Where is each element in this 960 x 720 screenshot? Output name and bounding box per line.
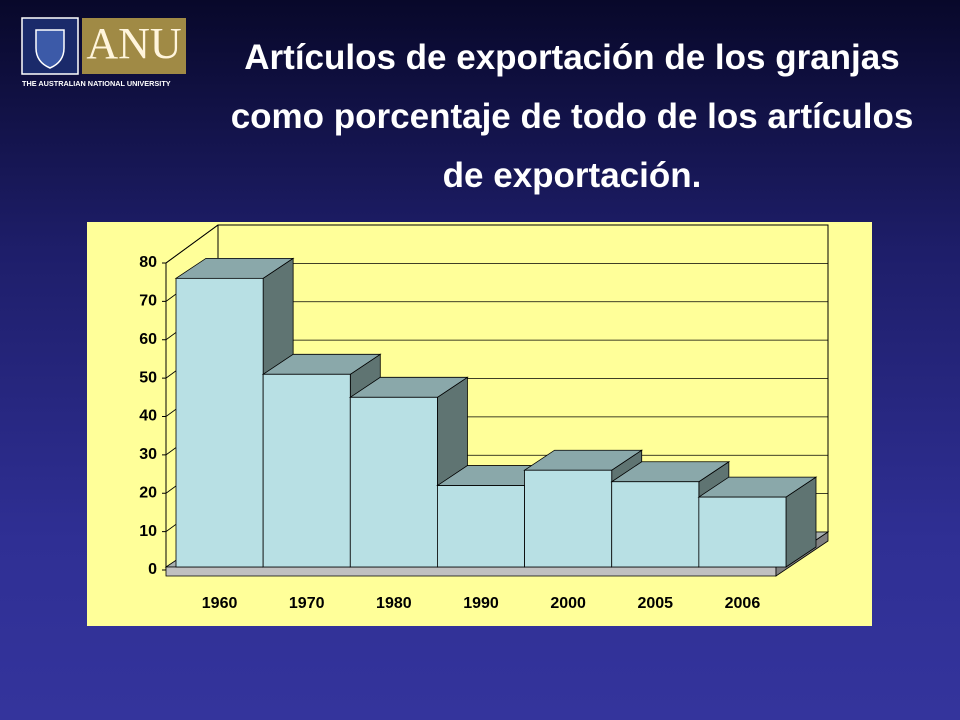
x-tick-label: 2000 — [550, 595, 586, 612]
logo-name: ANU — [86, 19, 181, 68]
bar — [698, 496, 787, 568]
chart-title: Artículos de exportación de los granjas … — [230, 38, 914, 195]
logo-shield — [35, 29, 65, 69]
logo-subtitle: THE AUSTRALIAN NATIONAL UNIVERSITY — [22, 79, 171, 88]
y-tick-label: 70 — [139, 293, 157, 310]
y-tick-label: 50 — [139, 369, 157, 386]
bar — [524, 469, 613, 568]
bar — [262, 373, 351, 568]
floor-front — [165, 566, 777, 577]
grid-line — [165, 224, 219, 264]
y-tick-label: 40 — [139, 408, 157, 425]
x-tick-label: 2006 — [725, 595, 761, 612]
x-tick-label: 2005 — [637, 595, 673, 612]
y-tick-label: 0 — [148, 561, 157, 578]
y-tick-label: 30 — [139, 446, 157, 463]
y-tick-label: 80 — [139, 254, 157, 271]
logo-box — [82, 18, 186, 74]
bar — [437, 485, 525, 568]
y-tick-label: 60 — [139, 331, 157, 348]
bar — [349, 396, 438, 568]
logo: ANU THE AUSTRALIAN NATIONAL UNIVERSITY — [21, 17, 186, 88]
x-tick-label: 1990 — [463, 595, 499, 612]
y-tick-label: 10 — [139, 523, 157, 540]
y-tick-label: 20 — [139, 484, 157, 501]
bar — [611, 481, 700, 568]
x-tick-label: 1980 — [376, 595, 412, 612]
x-tick-label: 1970 — [289, 595, 325, 612]
bar — [175, 277, 264, 568]
x-tick-label: 1960 — [202, 595, 238, 612]
